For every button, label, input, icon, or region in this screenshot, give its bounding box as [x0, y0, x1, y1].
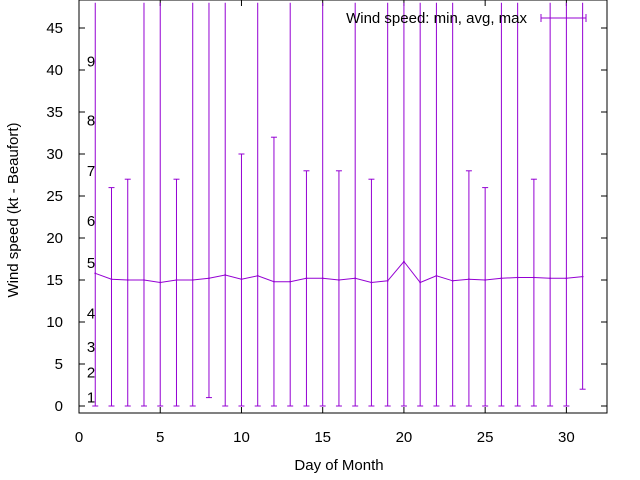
beaufort-label: 3: [87, 339, 95, 356]
beaufort-label: 9: [87, 54, 95, 71]
y-tick-label: 35: [46, 104, 63, 121]
x-tick-label: 30: [558, 429, 575, 446]
y-tick-label: 15: [46, 272, 63, 289]
beaufort-label: 5: [87, 255, 95, 272]
legend: Wind speed: min, avg, max: [346, 10, 587, 27]
beaufort-label: 4: [87, 306, 95, 323]
x-tick-label: 10: [233, 429, 250, 446]
x-tick-label: 5: [156, 429, 164, 446]
y-axis-label: Wind speed (kt - Beaufort): [5, 122, 22, 297]
y-tick-label: 10: [46, 314, 63, 331]
beaufort-label: 1: [87, 390, 95, 407]
y-tick-label: 30: [46, 146, 63, 163]
y-tick-label: 0: [55, 398, 63, 415]
x-tick-label: 15: [314, 429, 331, 446]
x-axis-label: Day of Month: [294, 457, 383, 474]
x-tick-label: 0: [75, 429, 83, 446]
error-bars: [92, 2, 586, 407]
y-tick-label: 45: [46, 20, 63, 37]
plot-area: [78, 0, 608, 414]
beaufort-label: 2: [87, 364, 95, 381]
plot-frame: [78, 0, 608, 414]
x-tick-label: 25: [477, 429, 494, 446]
beaufort-label: 7: [87, 163, 95, 180]
avg-series-line: [95, 260, 583, 284]
beaufort-scale-labels: 1 2 3 4 5 6 7 8 9: [87, 54, 95, 407]
y-tick-label: 20: [46, 230, 63, 247]
x-axis: 0 5 10 15 20 25 30: [75, 0, 575, 446]
x-tick-label: 20: [396, 429, 413, 446]
beaufort-label: 8: [87, 112, 95, 129]
y-tick-label: 25: [46, 188, 63, 205]
beaufort-label: 6: [87, 213, 95, 230]
y-tick-label: 5: [55, 356, 63, 373]
y-tick-label: 40: [46, 62, 63, 79]
legend-label: Wind speed: min, avg, max: [346, 10, 527, 27]
